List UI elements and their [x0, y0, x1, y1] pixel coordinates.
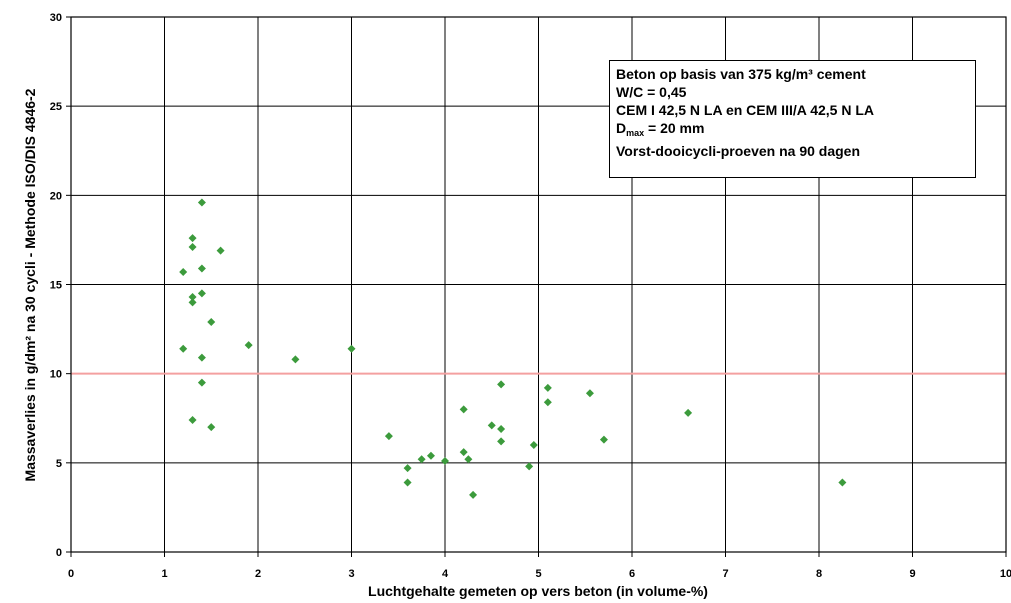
x-tick-label-7: 7: [722, 568, 728, 580]
data-point: [179, 268, 187, 276]
dmax-subscript: max: [626, 128, 644, 138]
data-point: [441, 457, 449, 465]
data-point: [189, 416, 197, 424]
x-tick-label-3: 3: [348, 568, 354, 580]
data-point: [464, 455, 472, 463]
data-point: [198, 379, 206, 387]
data-point: [198, 264, 206, 272]
data-point: [418, 455, 426, 463]
data-point: [189, 298, 197, 306]
x-tick-label-6: 6: [629, 568, 635, 580]
data-point: [684, 409, 692, 417]
data-points: [179, 198, 846, 498]
data-point: [488, 421, 496, 429]
data-point: [525, 462, 533, 470]
data-point: [245, 341, 253, 349]
x-tick-label-4: 4: [442, 568, 449, 580]
data-point: [189, 234, 197, 242]
x-tick-label-1: 1: [161, 568, 167, 580]
data-point: [838, 478, 846, 486]
data-point: [497, 425, 505, 433]
data-point: [189, 243, 197, 251]
x-tick-label-8: 8: [816, 568, 822, 580]
data-point: [404, 478, 412, 486]
y-tick-label-0: 0: [56, 547, 62, 559]
data-point: [460, 448, 468, 456]
data-point: [600, 436, 608, 444]
data-point: [179, 345, 187, 353]
y-tick-labels: 0 5 10 15 20 25 30: [50, 12, 62, 559]
annotation-line-cem: CEM I 42,5 N LA en CEM III/A 42,5 N LA: [616, 101, 969, 119]
y-tick-label-30: 30: [50, 12, 62, 24]
data-point: [469, 491, 477, 499]
x-tick-label-9: 9: [909, 568, 915, 580]
data-point: [497, 437, 505, 445]
dmax-prefix: D: [616, 120, 626, 136]
y-tick-label-10: 10: [50, 369, 62, 381]
data-point: [198, 198, 206, 206]
y-tick-label-25: 25: [50, 101, 62, 113]
y-tick-label-15: 15: [50, 280, 62, 292]
data-point: [207, 423, 215, 431]
x-tick-label-10: 10: [1000, 568, 1011, 580]
data-point: [404, 464, 412, 472]
data-point: [291, 355, 299, 363]
y-tick-label-5: 5: [56, 458, 62, 470]
data-point: [460, 405, 468, 413]
data-point: [217, 247, 225, 255]
annotation-line-cement: Beton op basis van 375 kg/m³ cement: [616, 65, 969, 83]
y-tick-label-20: 20: [50, 190, 62, 202]
x-axis-title: Luchtgehalte gemeten op vers beton (in v…: [368, 583, 708, 599]
dmax-value: = 20 mm: [644, 120, 704, 136]
data-point: [198, 289, 206, 297]
data-point: [207, 318, 215, 326]
data-point: [530, 441, 538, 449]
x-tick-label-2: 2: [255, 568, 261, 580]
y-axis-title: Massaverlies in g/dm² na 30 cycli - Meth…: [22, 88, 38, 481]
x-tick-label-5: 5: [535, 568, 541, 580]
data-point: [427, 452, 435, 460]
data-point: [544, 384, 552, 392]
annotation-line-dmax: Dmax = 20 mm: [616, 119, 969, 142]
x-tick-label-0: 0: [68, 568, 74, 580]
data-point: [385, 432, 393, 440]
data-point: [497, 380, 505, 388]
annotation-line-wc: W/C = 0,45: [616, 83, 969, 101]
data-point: [586, 389, 594, 397]
annotation-line-test: Vorst-dooicycli-proeven na 90 dagen: [616, 142, 969, 160]
data-point: [544, 398, 552, 406]
x-tick-labels: 0 1 2 3 4 5 6 7 8 9 10: [68, 568, 1011, 580]
data-point: [348, 345, 356, 353]
annotation-box: Beton op basis van 375 kg/m³ cement W/C …: [609, 60, 976, 178]
data-point: [198, 354, 206, 362]
